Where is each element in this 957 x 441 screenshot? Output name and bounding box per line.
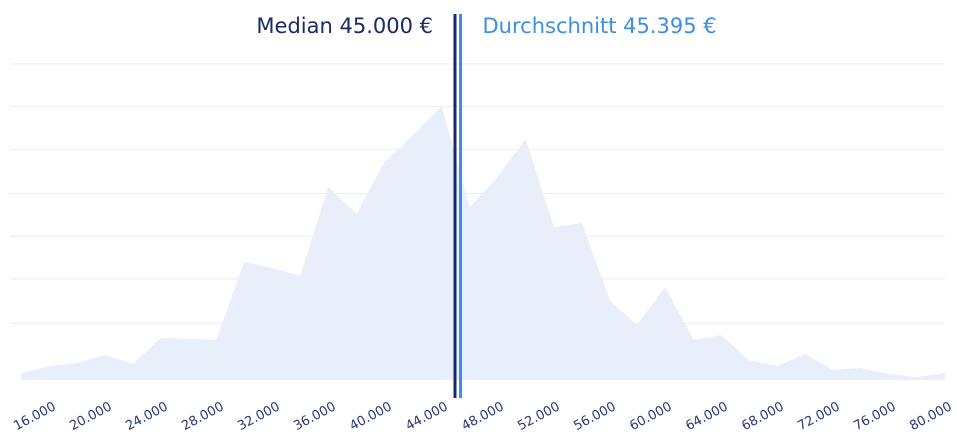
x-tick-label: 44.000 [403,399,450,434]
marker-label: Durchschnitt 45.395 € [483,14,717,38]
x-tick-label: 36.000 [291,399,338,434]
x-tick-label: 68.000 [739,399,786,434]
marker-label: Median 45.000 € [256,14,433,38]
x-tick-label: 76.000 [851,399,898,434]
marker-value: 45.395 € [623,14,717,38]
x-tick-label: 80.000 [907,399,954,434]
x-tick-label: 60.000 [627,399,674,434]
area [21,106,945,380]
x-tick-label: 20.000 [67,399,114,434]
marker-value: 45.000 € [339,14,433,38]
x-tick-label: 52.000 [515,399,562,434]
x-tick-label: 56.000 [571,399,618,434]
x-tick-label: 16.000 [11,399,58,434]
x-tick-label: 72.000 [795,399,842,434]
x-tick-label: 64.000 [683,399,730,434]
x-tick-label: 32.000 [235,399,282,434]
x-tick-label: 48.000 [459,399,506,434]
x-tick-label: 24.000 [123,399,170,434]
x-tick-label: 40.000 [347,399,394,434]
marker-name: Durchschnitt [483,14,617,38]
x-tick-label: 28.000 [179,399,226,434]
marker-name: Median [256,14,332,38]
